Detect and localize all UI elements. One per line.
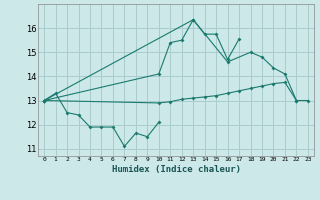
X-axis label: Humidex (Indice chaleur): Humidex (Indice chaleur) (111, 165, 241, 174)
